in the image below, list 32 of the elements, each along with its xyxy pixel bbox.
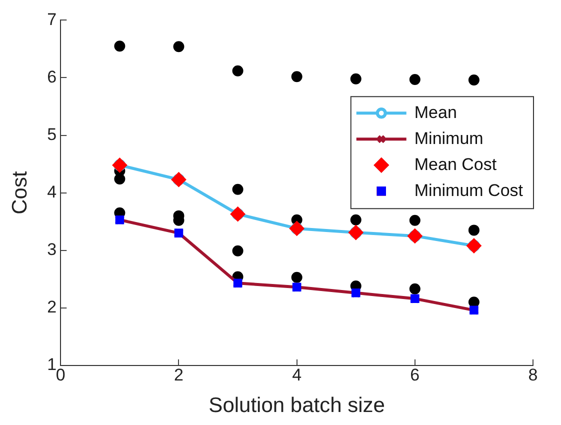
point <box>173 41 184 52</box>
point <box>232 184 244 195</box>
point <box>232 65 244 76</box>
point <box>114 40 126 52</box>
x-tick-label: 6 <box>410 365 420 384</box>
y-tick-label: 4 <box>47 182 57 202</box>
point <box>409 283 420 294</box>
point <box>350 214 362 226</box>
legend-label: Minimum Cost <box>414 180 524 200</box>
y-axis-title: Cost <box>8 171 32 214</box>
point <box>468 74 480 86</box>
point <box>291 272 302 283</box>
x-axis-title: Solution batch size <box>208 394 385 418</box>
x-tick-label: 8 <box>528 365 538 384</box>
point <box>291 71 302 82</box>
x-tick-label: 2 <box>174 365 184 384</box>
y-tick-label: 7 <box>47 10 57 29</box>
legend-label: Minimum <box>414 128 484 148</box>
point <box>468 224 480 236</box>
point <box>232 245 244 256</box>
x-tick-label: 4 <box>292 365 302 384</box>
legend-label: Mean <box>414 102 457 122</box>
x-tick-label: 0 <box>56 365 66 384</box>
y-tick-label: 5 <box>47 124 57 144</box>
point <box>350 73 362 84</box>
y-tick-label: 6 <box>47 67 57 86</box>
point <box>409 214 420 226</box>
point <box>409 74 420 85</box>
y-tick-label: 1 <box>47 355 57 374</box>
legend-label: Mean Cost <box>414 154 497 174</box>
y-tick-label: 3 <box>47 240 57 260</box>
y-tick-label: 2 <box>47 298 57 317</box>
